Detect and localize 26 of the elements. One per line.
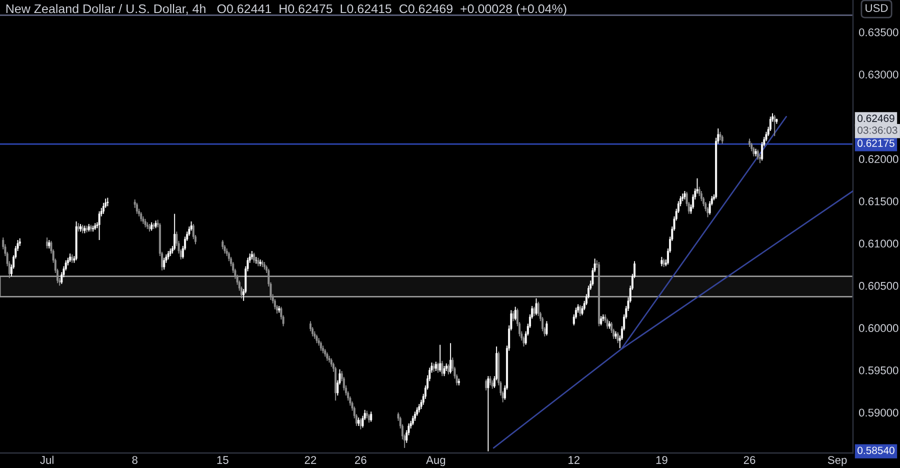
y-tick-label: 0.63000 bbox=[858, 70, 898, 79]
y-tick-label: 0.59500 bbox=[858, 366, 898, 374]
x-tick-label: 15 bbox=[217, 456, 228, 464]
text: 0.58540 bbox=[858, 446, 894, 454]
y-tick-label: 0.60000 bbox=[858, 324, 898, 332]
x-tick-label: 19 bbox=[656, 456, 668, 464]
x-tick-label: 26 bbox=[355, 456, 366, 464]
x-tick-label: 8 bbox=[132, 456, 138, 464]
chart-subtitle: O0.62441 H0.62475 L0.62415 C0.62469 +0.00028 (+0.04%) bbox=[217, 4, 566, 16]
x-tick-label: 26 bbox=[744, 456, 756, 464]
y-tick-label: 0.61000 bbox=[858, 240, 898, 248]
x-tick-label: Sep bbox=[828, 456, 847, 466]
y-tick-label: 0.59000 bbox=[858, 408, 898, 417]
y-axis-title: USD bbox=[866, 4, 888, 12]
text: 03:36:03 bbox=[858, 126, 898, 134]
chart-title: New Zealand Dollar / U.S. Dollar, 4h bbox=[6, 4, 206, 15]
x-tick-label: 22 bbox=[304, 456, 316, 464]
text: 0.62469 bbox=[858, 114, 894, 122]
x-tick-label: Aug bbox=[426, 456, 446, 466]
y-tick-label: 0.63500 bbox=[858, 28, 898, 36]
y-tick-label: 0.60500 bbox=[858, 282, 898, 290]
x-tick-label: Jul bbox=[40, 456, 54, 464]
y-tick-label: 0.62000 bbox=[858, 155, 898, 164]
x-tick-label: 12 bbox=[568, 456, 580, 464]
ref-line-label: 0.62175 bbox=[858, 140, 894, 147]
y-tick-label: 0.61500 bbox=[858, 197, 898, 206]
